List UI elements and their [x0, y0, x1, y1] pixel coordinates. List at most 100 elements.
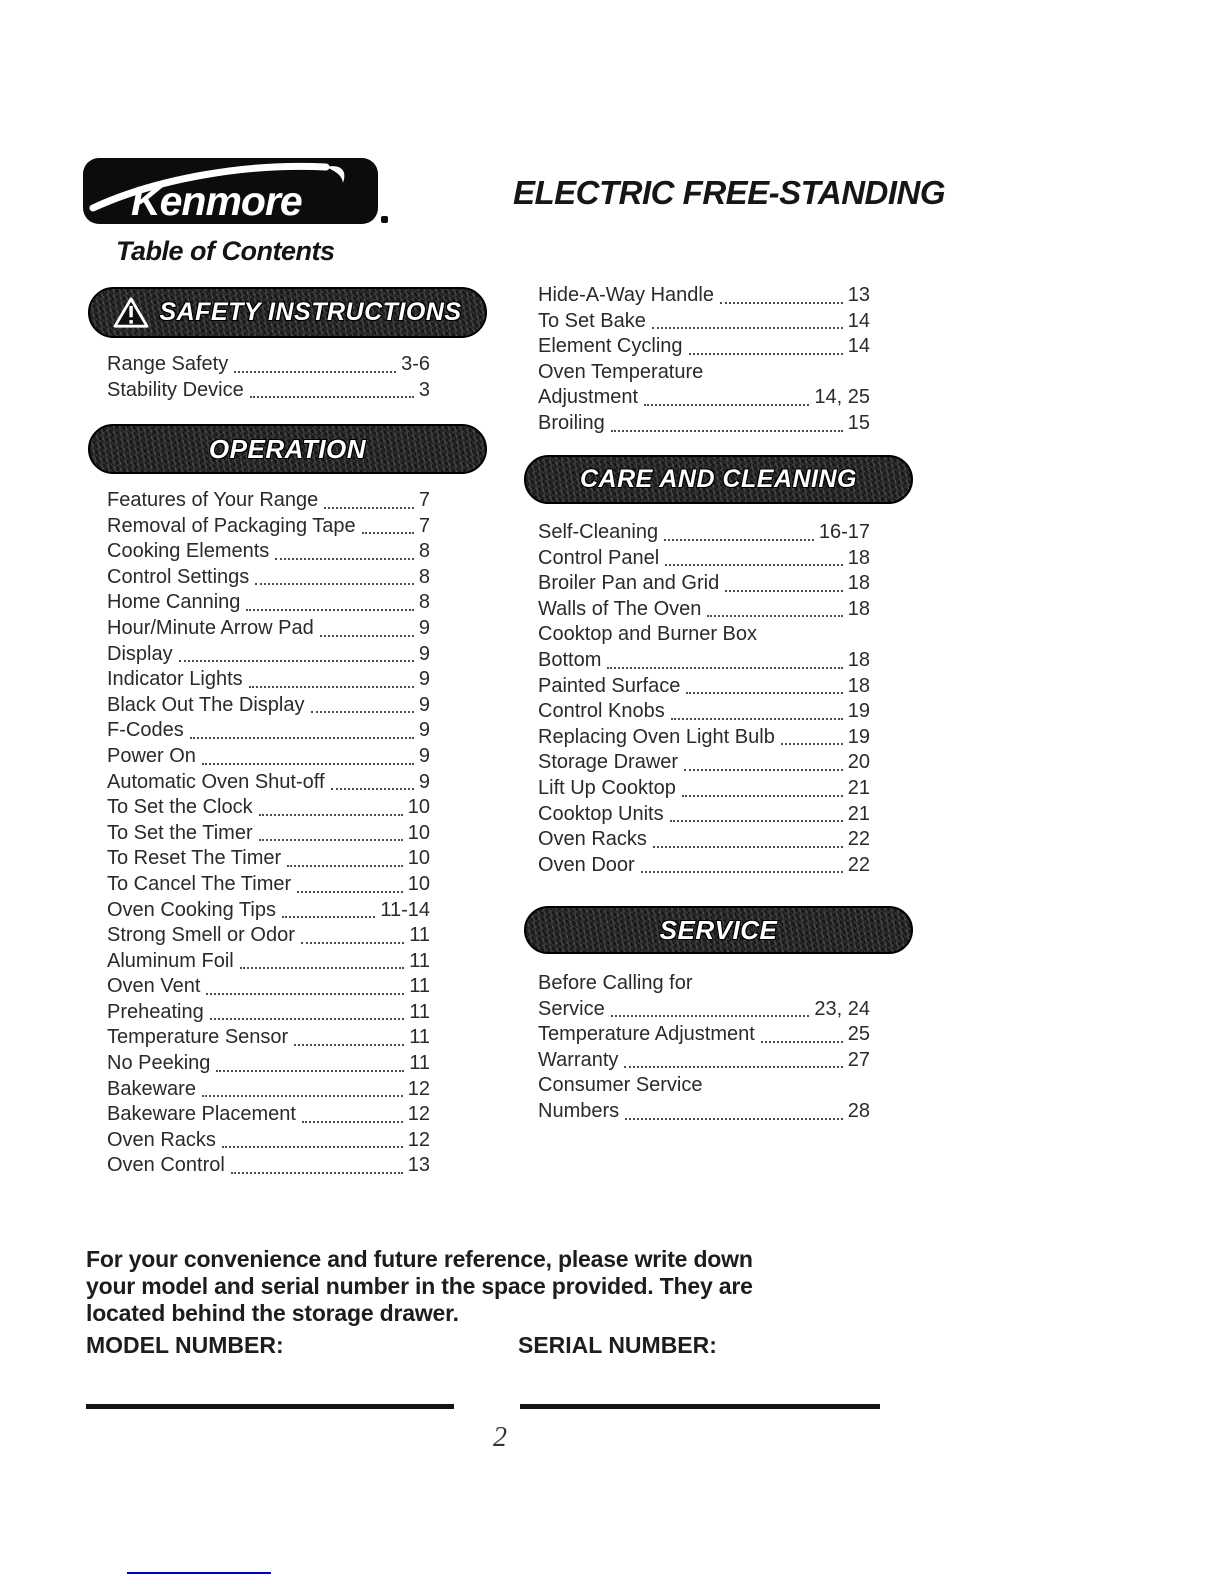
toc-entry-label: Adjustment: [538, 386, 639, 409]
logo-brand-text: Kenmore: [131, 178, 303, 224]
registered-mark-dot: [381, 216, 388, 223]
toc-entry-page: 11-14: [380, 898, 430, 921]
toc-entry: Stability Device 3: [107, 378, 430, 404]
toc-entry-page: 13: [407, 1154, 430, 1177]
toc-entry-label: Broiler Pan and Grid: [538, 572, 720, 595]
toc-leader-dots: [201, 744, 414, 765]
toc-entry-page: 8: [418, 591, 430, 614]
toc-entry-label: Control Panel: [538, 546, 660, 569]
toc-leader-dots: [230, 1153, 403, 1175]
toc-entry-page: 8: [418, 565, 430, 588]
toc-entry-page: 3-6: [401, 353, 430, 375]
toc-entry: Oven Racks 22: [538, 827, 870, 853]
model-number-write-line: [86, 1404, 454, 1409]
toc-leader-dots: [664, 520, 814, 541]
toc-entry-label: Consumer Service: [538, 1074, 703, 1097]
toc-list-safety: Range Safety 3-6 Stability Device 3: [107, 352, 430, 403]
toc-leader-dots: [239, 949, 405, 970]
toc-entry: Bottom 18: [538, 648, 870, 674]
toc-entry-page: 14: [847, 335, 870, 358]
toc-entry-label: Features of Your Range: [107, 489, 319, 511]
toc-entry-page: 18: [847, 648, 870, 671]
toc-entry-page: 23, 24: [814, 997, 870, 1020]
toc-entry-label: Strong Smell or Odor: [107, 924, 295, 947]
toc-entry: Oven Racks 12: [107, 1128, 430, 1154]
toc-entry: No Peeking 11: [107, 1051, 430, 1077]
toc-entry-page: 11: [409, 1026, 430, 1049]
toc-entry-page: 7: [418, 489, 430, 511]
toc-leader-dots: [249, 378, 414, 399]
footer-blue-line: [127, 1572, 271, 1574]
toc-entry: Hide-A-Way Handle 13: [538, 283, 870, 309]
toc-entry-label: Bakeware Placement: [107, 1103, 296, 1126]
toc-entry-label: Indicator Lights: [107, 668, 243, 691]
toc-entry-page: 11: [409, 949, 430, 972]
toc-entry-label: Hide-A-Way Handle: [538, 284, 714, 306]
toc-leader-dots: [178, 642, 414, 663]
toc-entry-page: 11: [409, 1000, 430, 1023]
toc-list-operation-continued: Hide-A-Way Handle 13 To Set Bake 14 Element …: [538, 283, 870, 437]
toc-entry: Oven Door 22: [538, 853, 870, 879]
toc-entry-label: Temperature Adjustment: [538, 1023, 755, 1046]
toc-entry-label: Warranty: [538, 1048, 619, 1071]
toc-leader-dots: [688, 334, 843, 355]
toc-entry: Oven Control 13: [107, 1153, 430, 1179]
toc-entry: Temperature Adjustment 25: [538, 1022, 870, 1048]
toc-entry: Aluminum Foil 11: [107, 949, 430, 975]
toc-entry-label: Removal of Packaging Tape: [107, 514, 356, 537]
note-line: your model and serial number in the spac…: [86, 1273, 753, 1299]
toc-entry-label: Black Out The Display: [107, 693, 305, 716]
toc-entry-label: Oven Racks: [107, 1128, 216, 1151]
toc-entry-page: 22: [847, 853, 870, 876]
toc-entry: Self-Cleaning 16-17: [538, 520, 870, 546]
toc-entry-page: 12: [407, 1077, 430, 1100]
toc-entry: Painted Surface 18: [538, 674, 870, 700]
toc-leader-dots: [725, 571, 843, 592]
section-banner-service: SERVICE: [524, 906, 913, 954]
toc-leader-dots: [760, 1022, 843, 1043]
toc-entry: Black Out The Display 9: [107, 693, 430, 719]
toc-leader-dots: [610, 411, 843, 432]
toc-entry: Home Canning 8: [107, 590, 430, 616]
toc-list-service: Before Calling for Service 23, 24 Temperatu…: [538, 971, 870, 1125]
section-banner-service-label: SERVICE: [659, 914, 778, 945]
toc-entry: Preheating 11: [107, 1000, 430, 1026]
toc-entry-page: 9: [418, 616, 430, 639]
toc-entry: Walls of The Oven 18: [538, 597, 870, 623]
toc-entry-page: 12: [407, 1128, 430, 1151]
toc-leader-dots: [640, 853, 843, 874]
toc-entry-label: Control Knobs: [538, 700, 665, 723]
toc-entry-label: Oven Door: [538, 853, 635, 876]
toc-entry-label: Automatic Oven Shut-off: [107, 770, 325, 793]
toc-leader-dots: [246, 590, 414, 611]
model-number-label: MODEL NUMBER:: [86, 1332, 284, 1358]
toc-entry-page: 9: [418, 693, 430, 716]
toc-entry-page: 19: [847, 725, 870, 748]
toc-entry: Control Panel 18: [538, 546, 870, 572]
toc-entry: Element Cycling 14: [538, 334, 870, 360]
toc-leader-dots: [234, 352, 397, 373]
toc-entry: Oven Vent 11: [107, 974, 430, 1000]
toc-entry-label: Cooking Elements: [107, 540, 270, 563]
toc-entry: Oven Temperature: [538, 360, 870, 386]
toc-entry-label: Display: [107, 642, 173, 665]
toc-entry: Cooking Elements 8: [107, 539, 430, 565]
toc-entry-page: 12: [407, 1103, 430, 1126]
toc-entry-page: 9: [418, 744, 430, 767]
toc-entry: Temperature Sensor 11: [107, 1025, 430, 1051]
toc-entry: Strong Smell or Odor 11: [107, 923, 430, 949]
toc-entry: Broiling 15: [538, 411, 870, 437]
toc-leader-dots: [624, 1048, 843, 1069]
toc-entry-page: 25: [847, 1023, 870, 1046]
toc-entry-label: Oven Racks: [538, 828, 647, 851]
toc-entry: To Set the Timer 10: [107, 821, 430, 847]
toc-entry: Broiler Pan and Grid 18: [538, 571, 870, 597]
toc-leader-dots: [652, 827, 843, 848]
toc-leader-dots: [644, 385, 810, 406]
toc-leader-dots: [610, 997, 810, 1018]
toc-leader-dots: [275, 539, 414, 560]
toc-entry-page: 28: [847, 1099, 870, 1122]
toc-entry-label: F-Codes: [107, 719, 184, 742]
section-banner-operation-label: OPERATION: [208, 433, 367, 464]
toc-entry: Control Knobs 19: [538, 699, 870, 725]
